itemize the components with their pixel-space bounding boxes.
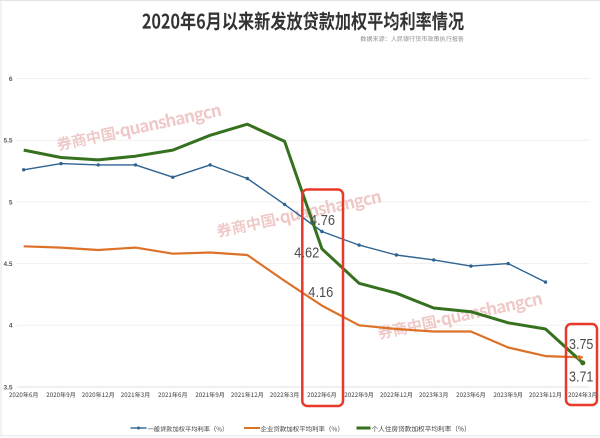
svg-text:4: 4 [9,323,13,330]
svg-text:6: 6 [9,76,13,83]
svg-text:5.5: 5.5 [3,138,12,145]
svg-text:3.75: 3.75 [569,337,593,353]
svg-text:3.5: 3.5 [3,384,12,391]
svg-text:4.16: 4.16 [308,285,333,301]
svg-text:4.76: 4.76 [310,213,335,229]
svg-text:4.5: 4.5 [3,261,12,268]
svg-text:5: 5 [9,199,13,206]
svg-text:4.62: 4.62 [294,246,319,262]
svg-text:3.71: 3.71 [569,370,593,386]
